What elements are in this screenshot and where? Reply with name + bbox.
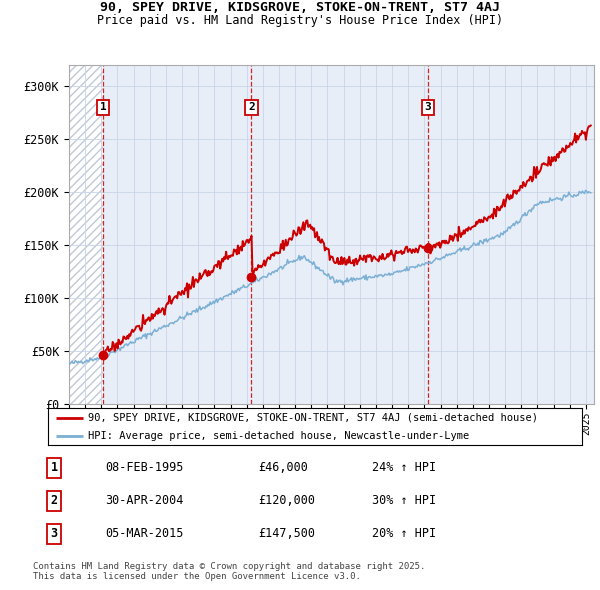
Text: 2: 2	[50, 494, 58, 507]
Text: Price paid vs. HM Land Registry's House Price Index (HPI): Price paid vs. HM Land Registry's House …	[97, 14, 503, 27]
Text: 90, SPEY DRIVE, KIDSGROVE, STOKE-ON-TRENT, ST7 4AJ: 90, SPEY DRIVE, KIDSGROVE, STOKE-ON-TREN…	[100, 1, 500, 14]
Text: £46,000: £46,000	[258, 461, 308, 474]
Text: 20% ↑ HPI: 20% ↑ HPI	[372, 527, 436, 540]
Text: Contains HM Land Registry data © Crown copyright and database right 2025.
This d: Contains HM Land Registry data © Crown c…	[33, 562, 425, 581]
Text: 05-MAR-2015: 05-MAR-2015	[105, 527, 184, 540]
Bar	[69, 65, 103, 404]
Text: HPI: Average price, semi-detached house, Newcastle-under-Lyme: HPI: Average price, semi-detached house,…	[88, 431, 469, 441]
Text: 1: 1	[100, 102, 107, 112]
Text: £147,500: £147,500	[258, 527, 315, 540]
Text: 30-APR-2004: 30-APR-2004	[105, 494, 184, 507]
Text: 90, SPEY DRIVE, KIDSGROVE, STOKE-ON-TRENT, ST7 4AJ (semi-detached house): 90, SPEY DRIVE, KIDSGROVE, STOKE-ON-TREN…	[88, 413, 538, 423]
Text: 08-FEB-1995: 08-FEB-1995	[105, 461, 184, 474]
Text: 1: 1	[50, 461, 58, 474]
Text: 2: 2	[248, 102, 255, 112]
Text: 30% ↑ HPI: 30% ↑ HPI	[372, 494, 436, 507]
Text: 3: 3	[50, 527, 58, 540]
Text: 24% ↑ HPI: 24% ↑ HPI	[372, 461, 436, 474]
Text: £120,000: £120,000	[258, 494, 315, 507]
Text: 3: 3	[424, 102, 431, 112]
